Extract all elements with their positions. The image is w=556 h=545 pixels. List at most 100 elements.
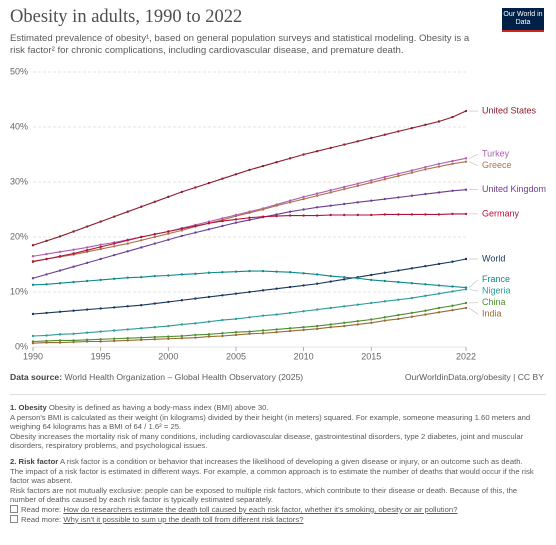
data-point: [329, 213, 332, 217]
note-paragraph: Risk factors are not mutually exclusive:…: [10, 485, 518, 505]
data-point: [343, 321, 346, 324]
data-point: [451, 159, 454, 163]
read-more-link[interactable]: Why isn't it possible to sum up the deat…: [63, 514, 304, 524]
data-point: [356, 140, 359, 143]
data-point: [99, 247, 102, 251]
data-point: [397, 313, 400, 317]
data-point: [153, 326, 156, 329]
data-point: [288, 199, 292, 202]
data-point: [275, 287, 278, 290]
data-point: [437, 306, 441, 310]
data-point: [329, 191, 332, 194]
read-more-link[interactable]: How do researchers estimate the death to…: [63, 504, 458, 514]
data-point: [424, 213, 427, 216]
data-point: [451, 115, 454, 119]
data-point: [45, 257, 48, 261]
data-point: [410, 126, 414, 130]
data-point: [383, 319, 387, 322]
data-point: [167, 335, 170, 338]
data-point: [153, 233, 156, 236]
data-point: [58, 341, 62, 344]
data-point: [99, 278, 102, 282]
data-point: [58, 310, 62, 313]
label-connector: [468, 279, 479, 288]
data-point: [329, 326, 332, 329]
data-point: [343, 185, 346, 189]
label-connector: [468, 161, 479, 167]
data-point: [356, 184, 359, 188]
data-point: [126, 210, 129, 213]
data-point: [140, 205, 143, 208]
data-point: [180, 273, 184, 276]
data-point: [126, 276, 129, 279]
data-point: [397, 213, 400, 216]
data-point: [72, 340, 75, 344]
data-point: [248, 168, 251, 172]
data-point: [302, 153, 305, 156]
data-point: [356, 182, 359, 185]
data-point: [302, 272, 305, 275]
y-tick-label: 10%: [10, 286, 28, 296]
data-point: [180, 190, 184, 194]
data-point: [410, 282, 414, 285]
data-point: [383, 178, 387, 181]
read-more-prefix: Read more:: [21, 514, 62, 524]
data-point: [221, 294, 224, 297]
data-point: [356, 319, 359, 323]
read-more-prefix: Read more:: [21, 504, 62, 514]
note-text: A risk factor is a condition or behavior…: [60, 456, 523, 466]
data-point: [383, 300, 387, 303]
data-point: [180, 229, 184, 232]
legend-label: United Kingdom: [482, 184, 546, 194]
data-point: [126, 239, 129, 242]
divider: [10, 394, 546, 395]
data-point: [451, 212, 454, 216]
data-point: [383, 316, 387, 319]
data-point: [288, 271, 292, 274]
data-point: [424, 283, 427, 286]
data-point: [261, 314, 265, 317]
data-point: [140, 304, 143, 307]
data-point: [45, 283, 48, 286]
legend-label: Greece: [482, 160, 512, 170]
data-point: [329, 280, 332, 283]
url[interactable]: OurWorldinData.org/obesity | CC BY: [404, 372, 544, 382]
data-point: [275, 214, 278, 218]
data-point: [221, 219, 224, 223]
data-point: [207, 335, 211, 338]
icon: [10, 514, 18, 523]
data-point: [302, 195, 305, 199]
data-point: [261, 164, 265, 168]
data-point: [180, 334, 184, 338]
logo[interactable]: Our World in Data: [502, 8, 544, 32]
legend-label: Nigeria: [482, 286, 511, 296]
x-tick-label: 2005: [226, 351, 246, 361]
data-point: [437, 162, 441, 166]
data-point: [248, 218, 251, 222]
read-more: Read more: Why isn't it possible to sum …: [10, 514, 540, 525]
data-point: [58, 235, 62, 238]
data-point: [180, 299, 184, 302]
data-point: [261, 269, 265, 273]
data-point: [397, 317, 400, 321]
data-point: [112, 215, 116, 218]
data-point: [58, 269, 62, 272]
data-point: [85, 338, 89, 342]
data-point: [207, 295, 211, 299]
data-point: [451, 162, 454, 166]
data-point: [424, 294, 427, 298]
data-point: [72, 280, 75, 284]
data-point: [153, 302, 156, 305]
data-point: [167, 232, 170, 235]
data-point: [234, 214, 238, 218]
data-point: [72, 252, 75, 255]
data-point: [370, 278, 373, 282]
data-point: [248, 290, 251, 294]
data-point: [410, 171, 414, 174]
y-tick-label: 50%: [10, 66, 28, 76]
data-point: [194, 297, 197, 300]
data-point: [288, 210, 292, 213]
data-point: [424, 313, 427, 316]
data-point: [31, 341, 35, 345]
data-point: [153, 338, 156, 341]
